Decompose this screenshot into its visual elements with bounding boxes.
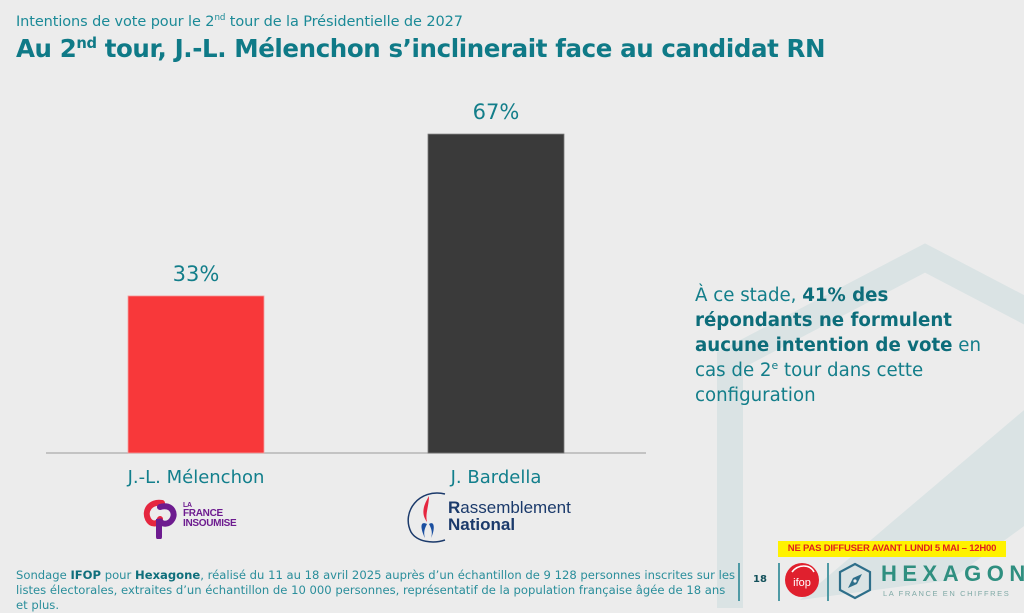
methodology-note: Sondage IFOP pour Hexagone, réalisé du 1… xyxy=(16,568,735,612)
divider xyxy=(827,563,829,601)
page-number: 18 xyxy=(753,574,767,585)
slide-title: Au 2nd tour, J.-L. Mélenchon s’inclinera… xyxy=(16,34,826,63)
hexagone-tagline: LA FRANCE EN CHIFFRES xyxy=(883,589,1011,598)
lfi-logo-icon xyxy=(143,499,177,539)
hexagone-brand: HEXAGONE xyxy=(881,561,1024,586)
divider xyxy=(778,563,780,601)
category-label: J.-L. Mélenchon xyxy=(127,467,265,488)
bar-value-label: 67% xyxy=(472,100,520,125)
ifop-logo-icon: ifop xyxy=(785,563,819,597)
rn-logo-text: Rassemblement National xyxy=(448,498,571,534)
hexagone-compass-icon xyxy=(838,562,872,600)
svg-text:ifop: ifop xyxy=(793,577,811,589)
bar-value-label: 33% xyxy=(172,261,220,286)
embargo-banner: NE PAS DIFFUSER AVANT LUNDI 5 MAI – 12H0… xyxy=(778,541,1006,557)
bar-bardella xyxy=(427,133,565,454)
lfi-logo-text: LA FRANCE INSOUMISE xyxy=(183,502,237,529)
category-label: J. Bardella xyxy=(450,467,542,488)
key-insight-text: À ce stade, 41% des répondants ne formul… xyxy=(695,285,981,406)
bar-melenchon xyxy=(127,295,265,454)
slide-subtitle: Intentions de vote pour le 2nd tour de l… xyxy=(16,13,463,30)
divider xyxy=(738,563,740,601)
rn-logo-icon xyxy=(407,492,446,543)
